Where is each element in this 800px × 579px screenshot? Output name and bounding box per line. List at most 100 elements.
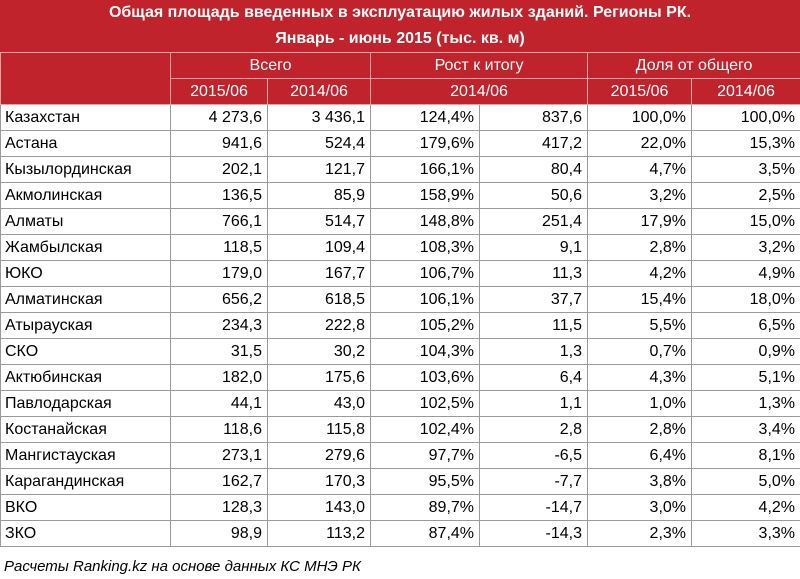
share-2014-cell: 100,0%: [691, 104, 800, 131]
share-2015-cell: 4,7%: [587, 156, 693, 183]
total-2015-cell: 202,1: [170, 156, 268, 183]
growth-pct-cell: 102,5%: [370, 390, 481, 417]
table-row: Алматинская 656,2 618,5 106,1% 37,7 15,4% 18,0…: [0, 286, 800, 313]
region-cell: Мангистауская: [0, 442, 171, 469]
share-2014-cell: 1,3%: [691, 390, 800, 417]
growth-abs-cell: 251,4: [479, 208, 589, 235]
share-2014-cell: 5,1%: [691, 364, 800, 391]
growth-pct-cell: 89,7%: [370, 494, 481, 521]
share-2015-cell: 2,3%: [587, 520, 693, 547]
total-2014-cell: 279,6: [266, 442, 372, 469]
growth-pct-cell: 124,4%: [370, 104, 481, 131]
total-2015-cell: 234,3: [170, 312, 268, 339]
total-2014-cell: 167,7: [266, 260, 372, 287]
growth-pct-cell: 95,5%: [370, 468, 481, 495]
total-2014-cell: 30,2: [266, 338, 372, 365]
title-line-1: Общая площадь введенных в эксплуатацию ж…: [108, 4, 692, 21]
growth-pct-cell: 108,3%: [370, 234, 481, 261]
region-cell: Астана: [0, 130, 171, 157]
share-2015-cell: 6,4%: [587, 442, 693, 469]
growth-abs-cell: 1,1: [479, 390, 589, 417]
total-2015-cell: 118,6: [170, 416, 268, 443]
data-table: Всего Рост к итогу Доля от общего 2015/0…: [0, 52, 800, 547]
growth-abs-cell: -7,7: [479, 468, 589, 495]
table-row: Алматы 766,1 514,7 148,8% 251,4 17,9% 15,0%: [0, 208, 800, 235]
share-2014-cell: 18,0%: [691, 286, 800, 313]
growth-abs-cell: 9,1: [479, 234, 589, 261]
growth-abs-cell: -14,3: [479, 520, 589, 547]
share-2015-cell: 3,0%: [587, 494, 693, 521]
share-2015-cell: 4,2%: [587, 260, 693, 287]
growth-pct-cell: 105,2%: [370, 312, 481, 339]
table-row: Актюбинская 182,0 175,6 103,6% 6,4 4,3% 5,1%: [0, 364, 800, 391]
growth-abs-cell: 11,3: [479, 260, 589, 287]
region-cell: Кызылординская: [0, 156, 171, 183]
total-2015-cell: 136,5: [170, 182, 268, 209]
table-row: СКО 31,5 30,2 104,3% 1,3 0,7% 0,9%: [0, 338, 800, 365]
region-cell: Алматинская: [0, 286, 171, 313]
table-row: Кызылординская 202,1 121,7 166,1% 80,4 4,7% 3,…: [0, 156, 800, 183]
total-2014-cell: 514,7: [266, 208, 372, 235]
header-total-2015: 2015/06: [170, 78, 268, 105]
table-row: Павлодарская 44,1 43,0 102,5% 1,1 1,0% 1,3%: [0, 390, 800, 417]
table-row: ЗКО 98,9 113,2 87,4% -14,3 2,3% 3,3%: [0, 520, 800, 547]
growth-pct-cell: 106,1%: [370, 286, 481, 313]
header-total: Всего: [169, 52, 372, 79]
total-2015-cell: 162,7: [170, 468, 268, 495]
total-2014-cell: 524,4: [266, 130, 372, 157]
table-row: Карагандинская 162,7 170,3 95,5% -7,7 3,8% 5,0…: [0, 468, 800, 495]
share-2015-cell: 0,7%: [587, 338, 693, 365]
region-cell: СКО: [0, 338, 171, 365]
table-row: Акмолинская 136,5 85,9 158,9% 50,6 3,2% 2,5%: [0, 182, 800, 209]
table-title: Общая площадь введенных в эксплуатацию ж…: [0, 0, 800, 52]
total-2014-cell: 3 436,1: [266, 104, 372, 131]
growth-pct-cell: 104,3%: [370, 338, 481, 365]
growth-abs-cell: 417,2: [479, 130, 589, 157]
total-2015-cell: 44,1: [170, 390, 268, 417]
total-2015-cell: 128,3: [170, 494, 268, 521]
header-share-2014: 2014/06: [691, 78, 800, 105]
header-group-row: Всего Рост к итогу Доля от общего: [0, 52, 800, 105]
growth-pct-cell: 87,4%: [370, 520, 481, 547]
growth-abs-cell: 1,3: [479, 338, 589, 365]
table-row: Астана 941,6 524,4 179,6% 417,2 22,0% 15,3%: [0, 130, 800, 157]
region-cell: Павлодарская: [0, 390, 171, 417]
share-2014-cell: 2,5%: [691, 182, 800, 209]
share-2015-cell: 2,8%: [587, 416, 693, 443]
share-2015-cell: 1,0%: [587, 390, 693, 417]
growth-pct-cell: 158,9%: [370, 182, 481, 209]
table-row: ВКО 128,3 143,0 89,7% -14,7 3,0% 4,2%: [0, 494, 800, 521]
growth-abs-cell: 80,4: [479, 156, 589, 183]
region-cell: Казахстан: [0, 104, 171, 131]
growth-pct-cell: 166,1%: [370, 156, 481, 183]
growth-abs-cell: -6,5: [479, 442, 589, 469]
share-2014-cell: 15,3%: [691, 130, 800, 157]
total-2014-cell: 43,0: [266, 390, 372, 417]
share-2015-cell: 100,0%: [587, 104, 693, 131]
growth-pct-cell: 106,7%: [370, 260, 481, 287]
region-cell: Актюбинская: [0, 364, 171, 391]
region-cell: Алматы: [0, 208, 171, 235]
header-share-2015: 2015/06: [587, 78, 693, 105]
share-2014-cell: 3,4%: [691, 416, 800, 443]
title-line-2: Январь - июнь 2015 (тыс. кв. м): [275, 30, 525, 47]
share-2015-cell: 2,8%: [587, 234, 693, 261]
region-cell: ЗКО: [0, 520, 171, 547]
share-2014-cell: 8,1%: [691, 442, 800, 469]
growth-abs-cell: 50,6: [479, 182, 589, 209]
growth-abs-cell: 2,8: [479, 416, 589, 443]
growth-abs-cell: 37,7: [479, 286, 589, 313]
share-2015-cell: 17,9%: [587, 208, 693, 235]
total-2014-cell: 85,9: [266, 182, 372, 209]
total-2015-cell: 179,0: [170, 260, 268, 287]
growth-pct-cell: 148,8%: [370, 208, 481, 235]
total-2014-cell: 618,5: [266, 286, 372, 313]
header-growth: Рост к итогу: [370, 52, 589, 79]
growth-pct-cell: 102,4%: [370, 416, 481, 443]
growth-abs-cell: 11,5: [479, 312, 589, 339]
share-2014-cell: 3,5%: [691, 156, 800, 183]
region-cell: Жамбылская: [0, 234, 171, 261]
header-total-2014: 2014/06: [266, 78, 372, 105]
total-2014-cell: 109,4: [266, 234, 372, 261]
